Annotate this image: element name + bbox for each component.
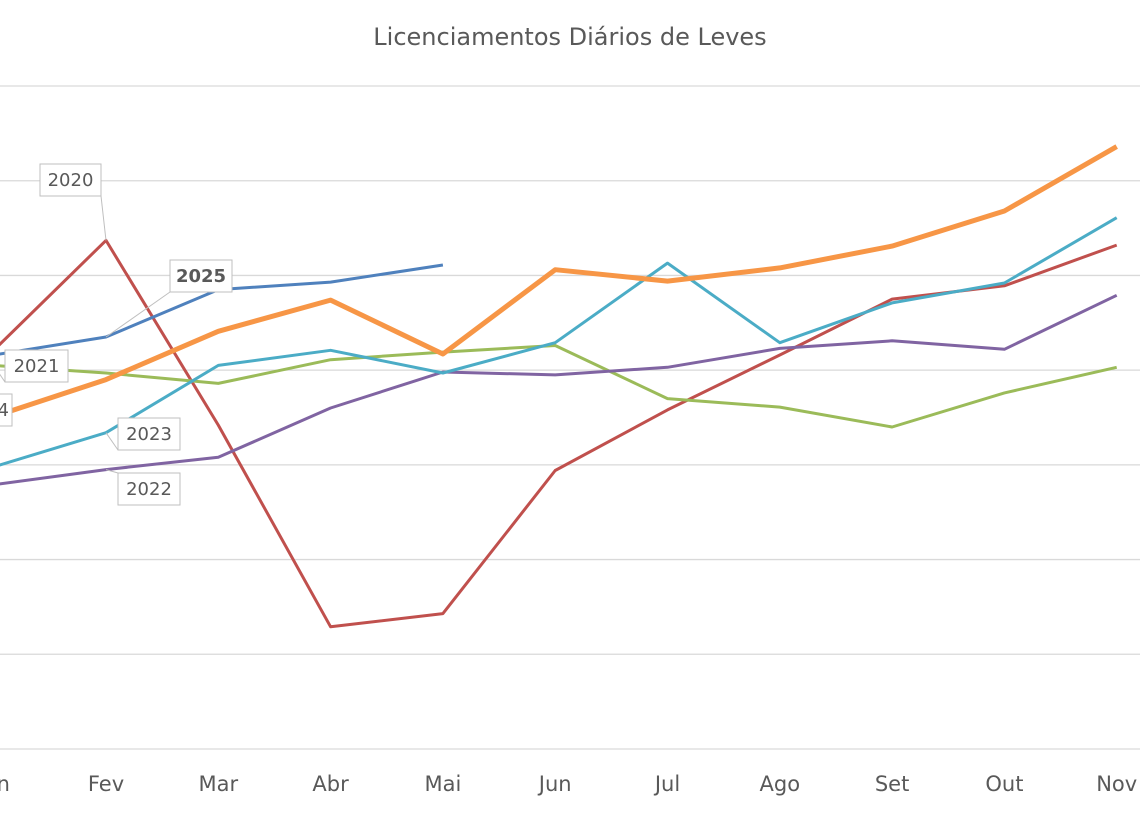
callout-leader — [105, 469, 119, 474]
series-label: 2020 — [48, 170, 94, 191]
callout-leader — [100, 195, 107, 241]
series-callout: 2023 — [105, 417, 181, 451]
x-tick-label: Nov — [1096, 772, 1137, 796]
series-line — [0, 344, 1118, 429]
callout-box — [39, 163, 102, 197]
callout-box — [117, 472, 181, 506]
x-tick-label: Fev — [88, 772, 124, 796]
callout-leader — [105, 291, 171, 338]
series-callout: 2020 — [39, 163, 107, 241]
callout-box — [169, 259, 233, 293]
series-label: 2022 — [126, 479, 172, 500]
x-tick-label: Out — [985, 772, 1023, 796]
x-tick-label: Set — [875, 772, 909, 796]
x-tick-label: Mar — [198, 772, 238, 796]
series-callout: 2024 — [0, 393, 13, 427]
x-tick-label: Mai — [424, 772, 461, 796]
series-line — [0, 238, 1118, 629]
series-line — [0, 216, 1118, 467]
chart-title: Licenciamentos Diários de Leves — [373, 23, 766, 51]
callout-leader — [0, 373, 6, 383]
series-label: 2023 — [126, 424, 172, 445]
series-callout: 2021 — [0, 349, 69, 383]
callout-box — [4, 349, 69, 383]
series-label: 2024 — [0, 400, 9, 421]
series-line — [0, 144, 1118, 418]
callout-box — [117, 417, 181, 451]
series-callout: 2022 — [105, 469, 181, 506]
series-label: 2025 — [176, 266, 226, 287]
x-tick-label: Ago — [760, 772, 801, 796]
callout-box — [0, 393, 13, 427]
series-callout: 2025 — [105, 259, 233, 338]
x-tick-label: Jun — [537, 772, 572, 796]
x-tick-label: Jan — [0, 772, 10, 796]
x-tick-label: Abr — [312, 772, 349, 796]
x-tick-label: Jul — [653, 772, 680, 796]
callout-leader — [105, 432, 119, 451]
series-label: 2021 — [14, 356, 60, 377]
series-line — [0, 293, 1118, 486]
